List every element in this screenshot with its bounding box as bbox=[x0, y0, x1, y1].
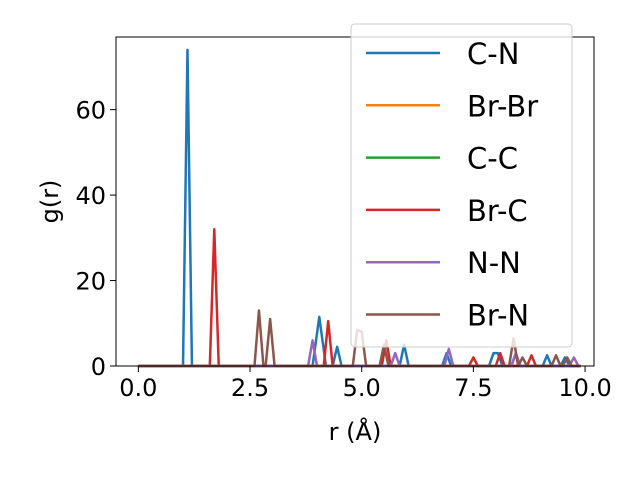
x-tick-label: 2.5 bbox=[231, 374, 269, 402]
x-tick-label: 5.0 bbox=[343, 374, 381, 402]
legend: C-N Br-Br C-C Br-C N-N Br-N bbox=[350, 23, 573, 348]
legend-label: C-C bbox=[467, 142, 518, 176]
y-tick-label: 60 bbox=[75, 97, 106, 125]
legend-label: C-N bbox=[467, 37, 519, 71]
legend-box bbox=[350, 23, 573, 348]
x-tick-label: 0.0 bbox=[119, 374, 157, 402]
legend-label: Br-N bbox=[467, 299, 529, 333]
series-line-5 bbox=[138, 309, 581, 368]
x-axis-label: r (Å) bbox=[329, 417, 382, 446]
y-axis-label: g(r) bbox=[36, 180, 64, 224]
legend-label: N-N bbox=[467, 246, 521, 280]
x-tick-label: 7.5 bbox=[454, 374, 492, 402]
legend-label: Br-C bbox=[467, 194, 528, 228]
legend-label: Br-Br bbox=[467, 89, 538, 123]
series-line-0 bbox=[138, 48, 581, 368]
tick-layer: 0.0 2.5 5.0 7.5 10.0 0 20 40 60 bbox=[75, 97, 611, 402]
y-tick-label: 40 bbox=[75, 182, 106, 210]
y-tick-label: 20 bbox=[75, 268, 106, 296]
x-tick-label: 10.0 bbox=[558, 374, 611, 402]
y-tick-label: 0 bbox=[91, 353, 106, 381]
